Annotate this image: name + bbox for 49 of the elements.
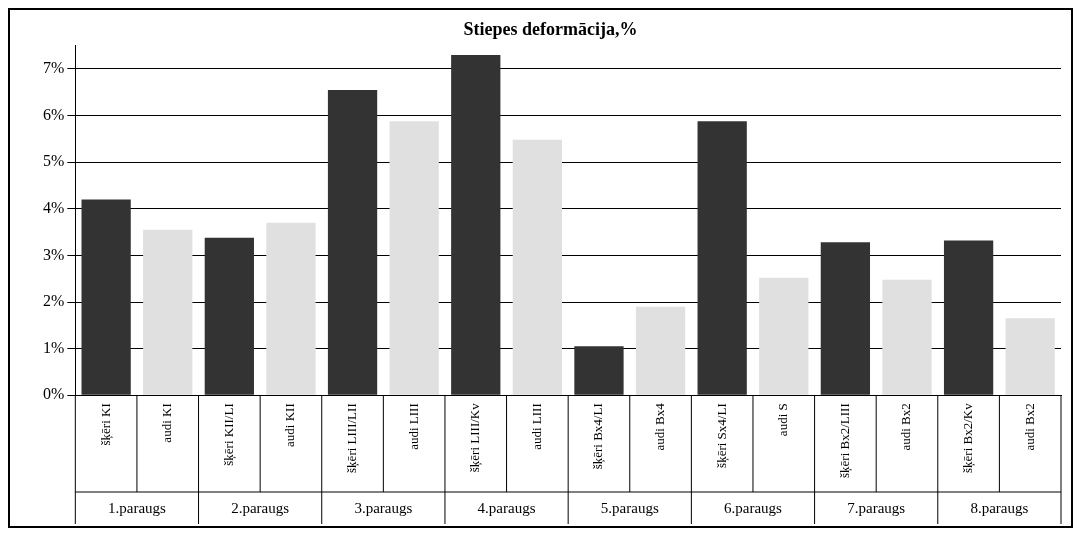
y-tick-label: 7% — [43, 59, 65, 77]
y-tick-label: 1% — [43, 338, 65, 356]
text: 5.paraugs — [600, 499, 659, 516]
y-tick-label: 0% — [43, 385, 65, 403]
x-tick-label: audi LIII — [405, 403, 421, 450]
x-tick-label: šķēri Sx4/LI — [713, 403, 729, 468]
y-tick-label: 5% — [43, 152, 65, 170]
chart-title: Stiepes deformācija,% — [463, 19, 638, 40]
text: 4.paraugs — [477, 499, 536, 516]
text: 7.paraugs — [847, 499, 906, 516]
x-tick-label: audi S — [775, 403, 791, 437]
bar — [820, 242, 871, 395]
bar — [697, 121, 747, 395]
x-tick-label: audi Bx2 — [1021, 403, 1037, 451]
x-tick-label: šķēri KII/LI — [220, 403, 236, 466]
bar — [451, 54, 501, 395]
x-tick-label: šķēri Bx4/LI — [590, 403, 606, 470]
x-tick-label: audi Bx4 — [651, 402, 667, 451]
bar — [204, 237, 254, 395]
text: 2.paraugs — [231, 499, 290, 516]
bar — [327, 89, 378, 395]
x-tick-label: šķēri KI — [97, 403, 113, 446]
bar — [143, 229, 193, 395]
y-tick-label: 6% — [43, 105, 65, 123]
x-tick-label: audi LIII — [528, 403, 544, 450]
bar — [266, 222, 316, 395]
bar — [635, 306, 686, 395]
x-tick-label: šķēri LIII/LII — [343, 403, 359, 473]
x-tick-label: šķēri LIII/Kv — [467, 402, 483, 473]
x-tick-label: audi KI — [159, 403, 175, 443]
bar — [759, 277, 809, 395]
bar — [943, 240, 994, 395]
text: 3.paraugs — [354, 499, 413, 516]
bar — [1005, 318, 1055, 395]
bar — [574, 346, 624, 395]
bar — [389, 121, 439, 395]
bar — [512, 139, 562, 395]
text: 1.paraugs — [107, 499, 167, 516]
bar — [81, 199, 131, 395]
bar — [882, 279, 932, 395]
y-tick-label: 4% — [43, 198, 65, 216]
x-tick-label: šķēri Bx2/Kv — [960, 402, 976, 473]
text: 8.paraugs — [970, 499, 1029, 516]
y-tick-label: 3% — [43, 245, 65, 263]
x-tick-label: audi Bx2 — [898, 403, 914, 451]
y-tick-label: 2% — [43, 292, 65, 310]
text: 6.paraugs — [724, 499, 783, 516]
x-tick-label: šķēri Bx2/LIII — [836, 403, 852, 478]
x-tick-label: audi KII — [282, 403, 298, 447]
